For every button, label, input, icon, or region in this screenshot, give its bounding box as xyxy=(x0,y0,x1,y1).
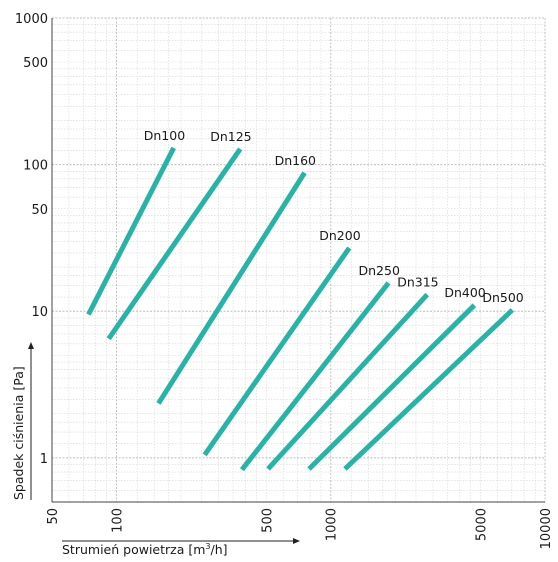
series-line-dn315 xyxy=(266,292,430,471)
major-gridlines xyxy=(52,17,546,502)
series-label-dn100: Dn100 xyxy=(144,128,185,143)
series-line-dn160 xyxy=(156,171,307,405)
x-tick-label: 50 xyxy=(46,508,61,525)
minor-gridlines xyxy=(51,18,545,503)
series-line-dn125 xyxy=(106,147,243,341)
y-tick-label: 1 xyxy=(40,452,48,467)
y-tick-label: 1000 xyxy=(15,12,48,27)
series-label-dn400: Dn400 xyxy=(444,285,485,300)
x-tick-label: 500 xyxy=(260,508,275,533)
x-tick-label: 5000 xyxy=(475,508,490,541)
y-axis-title-group: Spadek ciśnienia [Pa] xyxy=(11,342,34,500)
series-label-dn315: Dn315 xyxy=(397,275,438,290)
y-axis-arrow-head xyxy=(28,342,34,349)
x-tick-label: 1000 xyxy=(325,508,340,541)
x-tick-label: 100 xyxy=(110,508,125,533)
series-label-dn125: Dn125 xyxy=(210,129,251,144)
series-line-dn500 xyxy=(343,308,515,471)
series-lines xyxy=(86,146,515,472)
y-tick-label: 50 xyxy=(31,203,48,218)
series-line-dn250 xyxy=(239,281,391,472)
x-tick-labels: 50 100 500 1000 5000 10000 xyxy=(46,508,554,549)
series-line-dn400 xyxy=(307,303,477,471)
series-label-dn160: Dn160 xyxy=(275,153,316,168)
x-axis-title: Strumień powietrza [m3/h] xyxy=(62,542,228,557)
y-tick-label: 500 xyxy=(23,56,48,71)
x-axis-arrow-head xyxy=(293,538,300,544)
series-label-dn200: Dn200 xyxy=(319,228,360,243)
series-label-dn250: Dn250 xyxy=(358,263,399,278)
y-tick-label: 100 xyxy=(23,159,48,174)
x-tick-label: 10000 xyxy=(539,508,554,549)
x-axis-title-superscript: 3 xyxy=(205,542,210,551)
y-tick-labels: 1 10 50 100 500 1000 xyxy=(15,12,48,467)
series-label-dn500: Dn500 xyxy=(482,290,523,305)
series-line-dn200 xyxy=(202,246,352,457)
axes xyxy=(51,18,545,503)
x-axis-title-group: Strumień powietrza [m3/h] xyxy=(62,538,300,557)
y-axis-title: Spadek ciśnienia [Pa] xyxy=(11,366,26,500)
y-tick-label: 10 xyxy=(31,305,48,320)
series-line-dn100 xyxy=(86,146,176,316)
